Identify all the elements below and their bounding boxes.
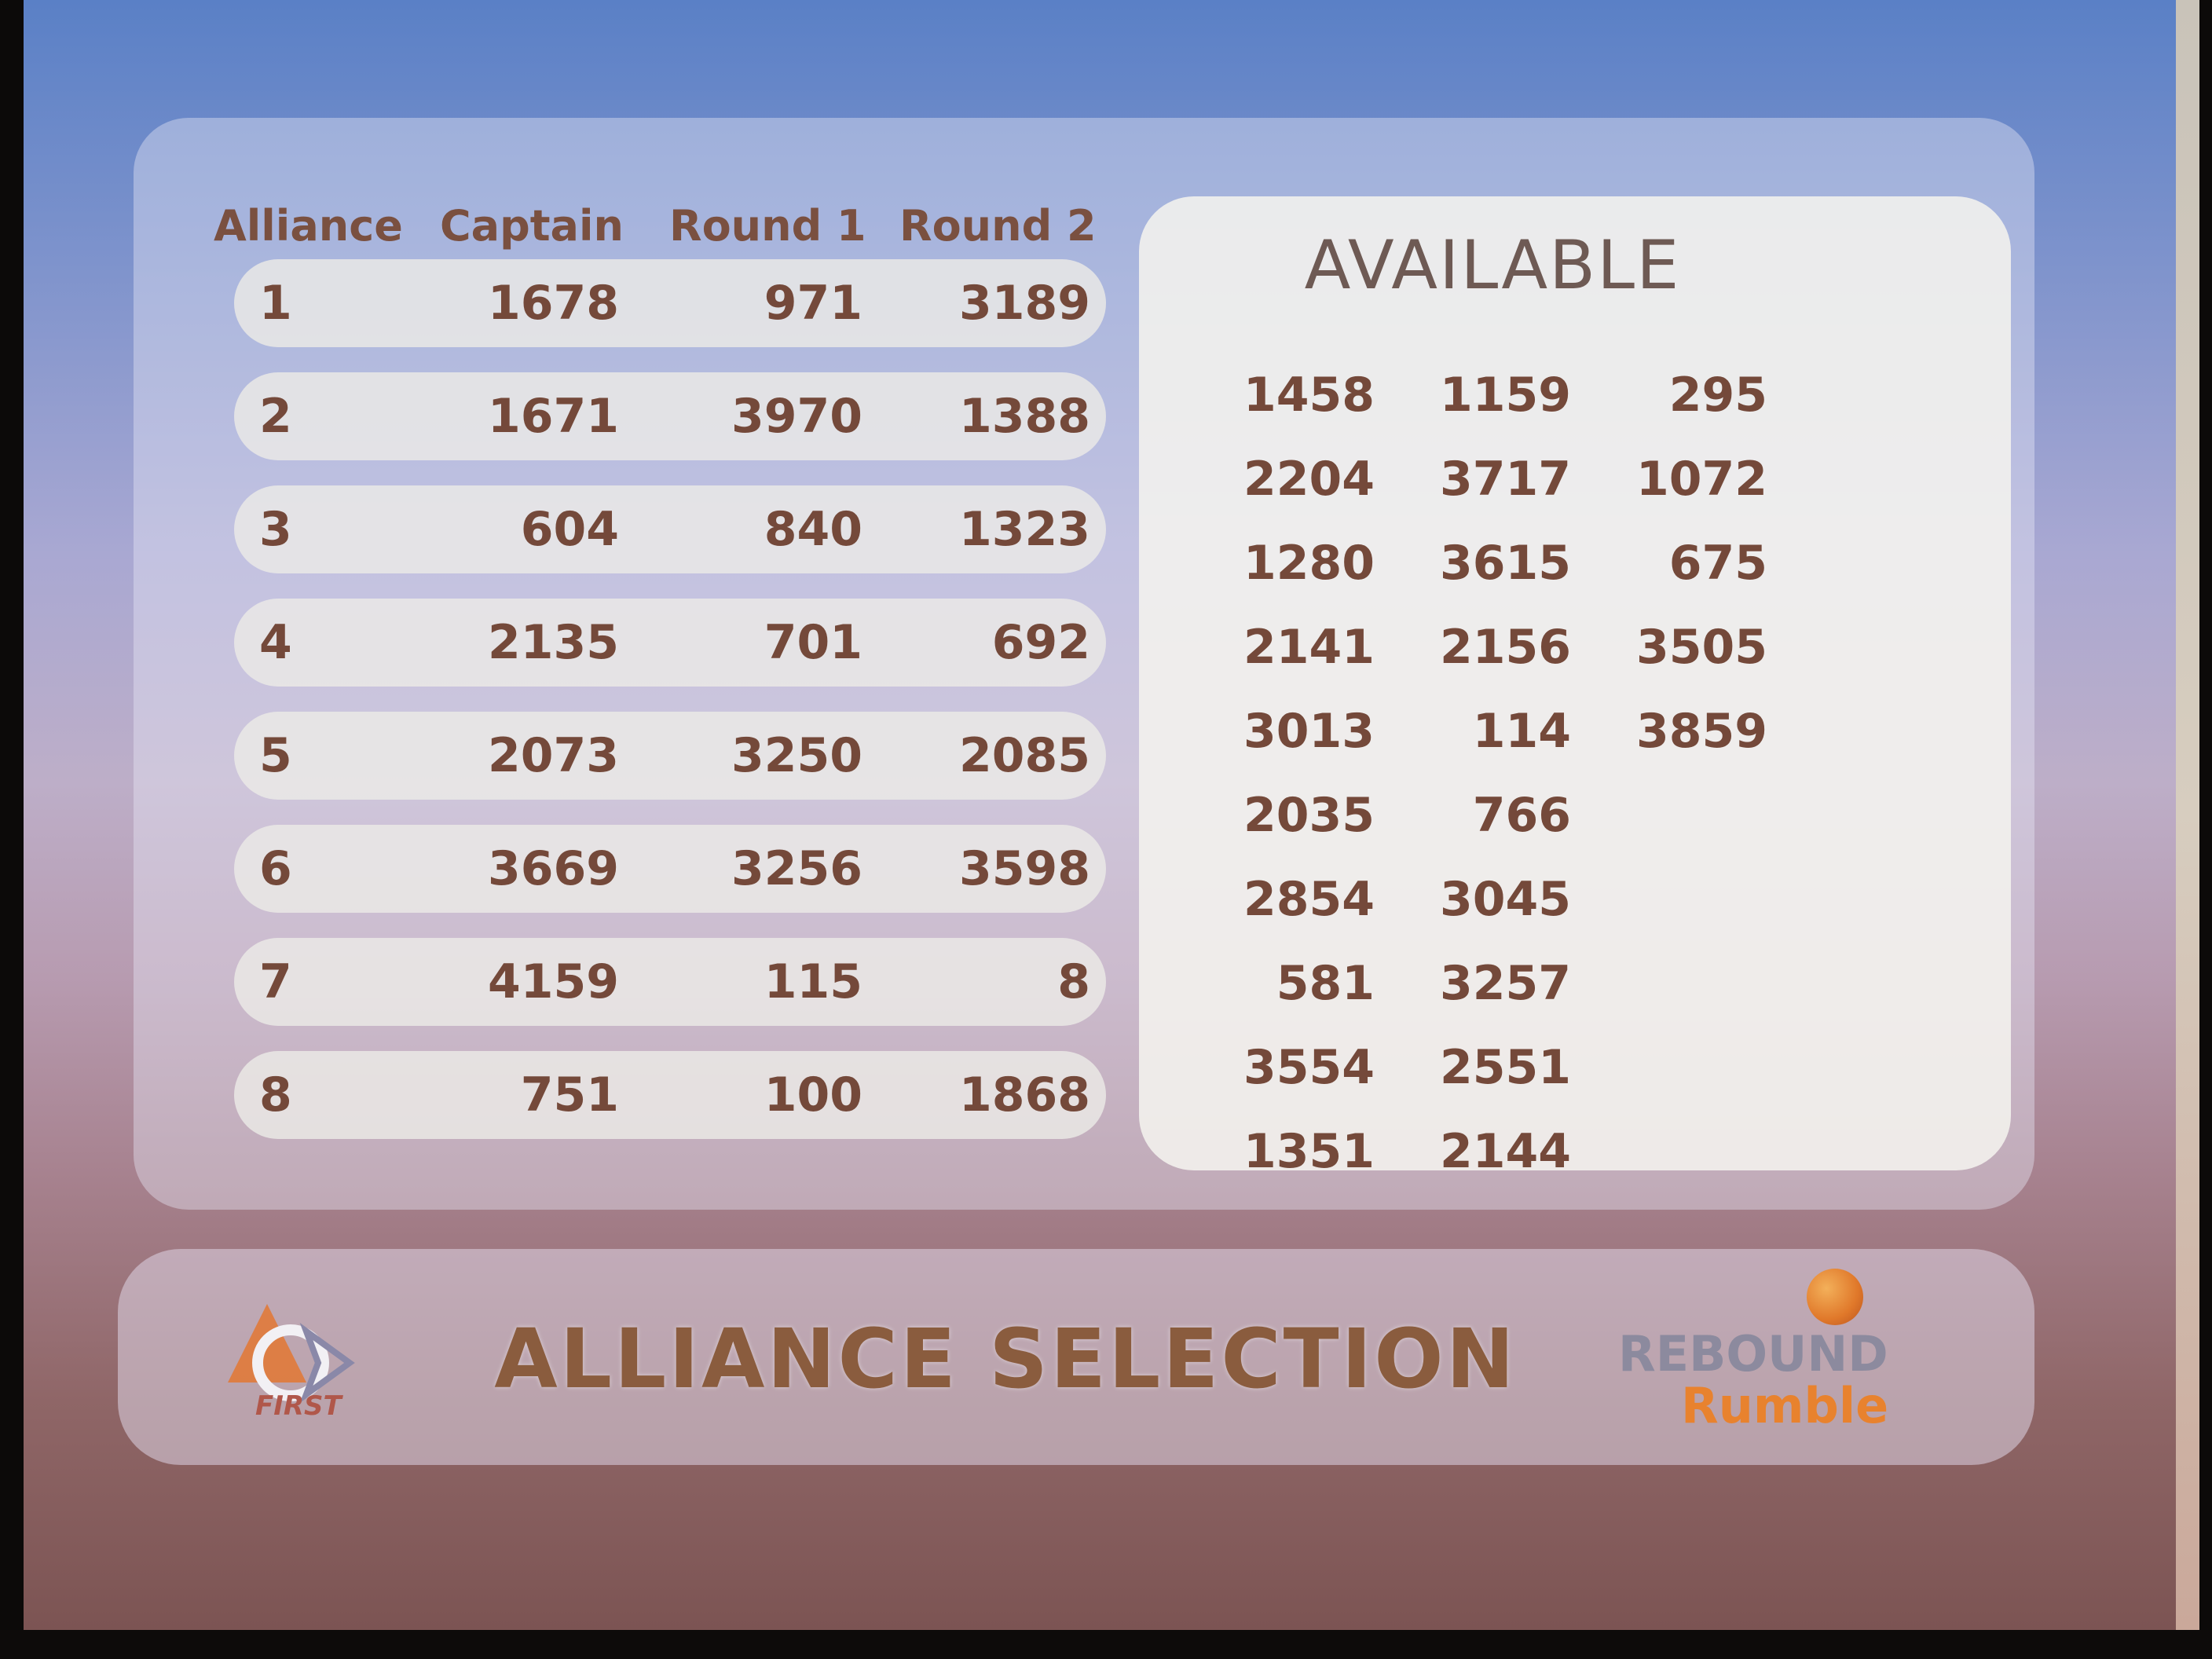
round1-team: 701 [764, 615, 862, 670]
round2-team: 2085 [959, 728, 1090, 783]
round2-team: 3189 [959, 276, 1090, 331]
available-title: AVAILABLE [1304, 226, 1681, 305]
captain-team: 4159 [488, 954, 619, 1009]
alliance-row: 7 4159 115 8 [234, 938, 1106, 1026]
available-team: 1072 [1636, 452, 1767, 507]
ball-icon [1807, 1269, 1863, 1325]
captain-team: 3669 [488, 841, 619, 896]
alliance-row: 4 2135 701 692 [234, 599, 1106, 687]
column-header-round1: Round 1 [669, 201, 866, 251]
available-team: 1458 [1243, 368, 1375, 423]
captain-team: 604 [520, 502, 619, 557]
alliance-number: 1 [259, 276, 292, 331]
available-team: 2551 [1440, 1040, 1571, 1095]
round2-team: 692 [991, 615, 1090, 670]
available-team: 1280 [1243, 536, 1375, 591]
alliance-row: 2 1671 3970 1388 [234, 372, 1106, 460]
available-team: 2204 [1243, 452, 1375, 507]
first-logo-text: FIRST [255, 1390, 342, 1422]
alliance-selection-panel: Alliance Captain Round 1 Round 2 1 1678 … [134, 118, 2034, 1210]
captain-team: 2073 [488, 728, 619, 783]
available-team: 2854 [1243, 872, 1375, 927]
game-logo-text-line1: REBOUND [1618, 1325, 1888, 1382]
alliance-number: 7 [259, 954, 292, 1009]
available-team: 3013 [1243, 704, 1375, 759]
available-team: 675 [1668, 536, 1767, 591]
available-teams-panel: AVAILABLE 1458 1159 295 2204 3717 1072 1… [1139, 196, 2011, 1179]
game-logo: REBOUND Rumble [1618, 1269, 1932, 1457]
available-team [1571, 942, 1767, 1026]
available-team: 1159 [1440, 368, 1571, 423]
column-header-round2: Round 2 [899, 201, 1097, 251]
page-title: ALLIANCE SELECTION [494, 1311, 1517, 1407]
alliance-row: 8 751 100 1868 [234, 1051, 1106, 1139]
available-team: 2144 [1440, 1124, 1571, 1179]
available-team: 1351 [1243, 1124, 1375, 1179]
round1-team: 3256 [731, 841, 862, 896]
round1-team: 3970 [731, 389, 862, 444]
round1-team: 115 [764, 954, 862, 1009]
captain-team: 2135 [488, 615, 619, 670]
round1-team: 840 [764, 502, 862, 557]
alliance-number: 8 [259, 1068, 292, 1122]
available-team: 3554 [1243, 1040, 1375, 1095]
round1-team: 100 [764, 1068, 862, 1122]
available-team: 3257 [1440, 956, 1571, 1011]
alliance-row: 1 1678 971 3189 [234, 259, 1106, 347]
alliance-number: 4 [259, 615, 292, 670]
alliance-number: 6 [259, 841, 292, 896]
alliance-row: 3 604 840 1323 [234, 485, 1106, 573]
available-team: 3615 [1440, 536, 1571, 591]
column-header-captain: Captain [440, 201, 624, 251]
available-team [1571, 858, 1767, 942]
screen-border-bottom [0, 1630, 2212, 1659]
available-team: 114 [1472, 704, 1571, 759]
alliance-row: 6 3669 3256 3598 [234, 825, 1106, 913]
round2-team: 1868 [959, 1068, 1090, 1122]
round2-team: 8 [1057, 954, 1090, 1009]
round2-team: 3598 [959, 841, 1090, 896]
round2-team: 1323 [959, 502, 1090, 557]
alliance-row: 5 2073 3250 2085 [234, 712, 1106, 800]
available-team: 3045 [1440, 872, 1571, 927]
round1-team: 3250 [731, 728, 862, 783]
available-teams-grid: 1458 1159 295 2204 3717 1072 1280 3615 6… [1178, 353, 1822, 1194]
captain-team: 751 [520, 1068, 619, 1122]
captain-team: 1678 [488, 276, 619, 331]
available-team: 295 [1668, 368, 1767, 423]
game-logo-text-line2: Rumble [1681, 1377, 1889, 1434]
captain-team: 1671 [488, 389, 619, 444]
alliance-table: 1 1678 971 3189 2 1671 3970 1388 3 604 8… [234, 259, 1114, 1164]
footer-banner: FIRST ALLIANCE SELECTION REBOUND Rumble [118, 1249, 2034, 1465]
available-team: 766 [1472, 788, 1571, 843]
available-team: 3717 [1440, 452, 1571, 507]
available-team: 2035 [1243, 788, 1375, 843]
available-team [1571, 774, 1767, 858]
round1-team: 971 [764, 276, 862, 331]
projection-screen: Alliance Captain Round 1 Round 2 1 1678 … [24, 0, 2176, 1630]
column-header-alliance: Alliance [214, 201, 403, 251]
alliance-number: 2 [259, 389, 292, 444]
first-logo-icon [212, 1288, 377, 1445]
available-team: 2156 [1440, 620, 1571, 675]
available-team: 3859 [1636, 704, 1767, 759]
screen-border-right [2176, 0, 2199, 1630]
available-team [1571, 1110, 1767, 1194]
available-team: 2141 [1243, 620, 1375, 675]
available-team [1571, 1026, 1767, 1110]
available-team: 581 [1276, 956, 1375, 1011]
alliance-number: 5 [259, 728, 292, 783]
round2-team: 1388 [959, 389, 1090, 444]
alliance-number: 3 [259, 502, 292, 557]
available-team: 3505 [1636, 620, 1767, 675]
